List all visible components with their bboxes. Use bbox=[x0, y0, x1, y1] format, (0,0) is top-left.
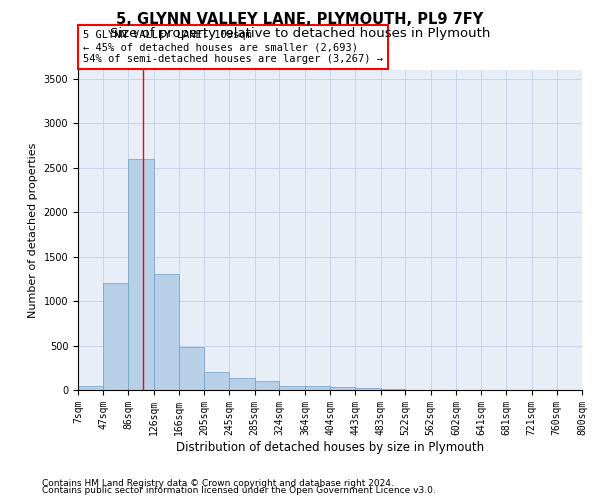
Text: 5 GLYNN VALLEY LANE: 109sqm
← 45% of detached houses are smaller (2,693)
54% of : 5 GLYNN VALLEY LANE: 109sqm ← 45% of det… bbox=[83, 30, 383, 64]
Text: Contains public sector information licensed under the Open Government Licence v3: Contains public sector information licen… bbox=[42, 486, 436, 495]
Bar bbox=[229, 378, 254, 390]
Bar bbox=[128, 159, 154, 390]
X-axis label: Distribution of detached houses by size in Plymouth: Distribution of detached houses by size … bbox=[176, 440, 484, 454]
Bar bbox=[78, 386, 103, 390]
Bar bbox=[331, 388, 355, 390]
Bar bbox=[305, 386, 331, 390]
Text: 5, GLYNN VALLEY LANE, PLYMOUTH, PL9 7FY: 5, GLYNN VALLEY LANE, PLYMOUTH, PL9 7FY bbox=[116, 12, 484, 28]
Y-axis label: Number of detached properties: Number of detached properties bbox=[28, 142, 38, 318]
Bar bbox=[355, 388, 380, 390]
Bar bbox=[204, 372, 229, 390]
Bar bbox=[380, 389, 406, 390]
Text: Contains HM Land Registry data © Crown copyright and database right 2024.: Contains HM Land Registry data © Crown c… bbox=[42, 478, 394, 488]
Text: Size of property relative to detached houses in Plymouth: Size of property relative to detached ho… bbox=[110, 28, 490, 40]
Bar bbox=[179, 348, 204, 390]
Bar bbox=[280, 386, 305, 390]
Bar bbox=[103, 284, 128, 390]
Bar bbox=[254, 381, 280, 390]
Bar bbox=[154, 274, 179, 390]
